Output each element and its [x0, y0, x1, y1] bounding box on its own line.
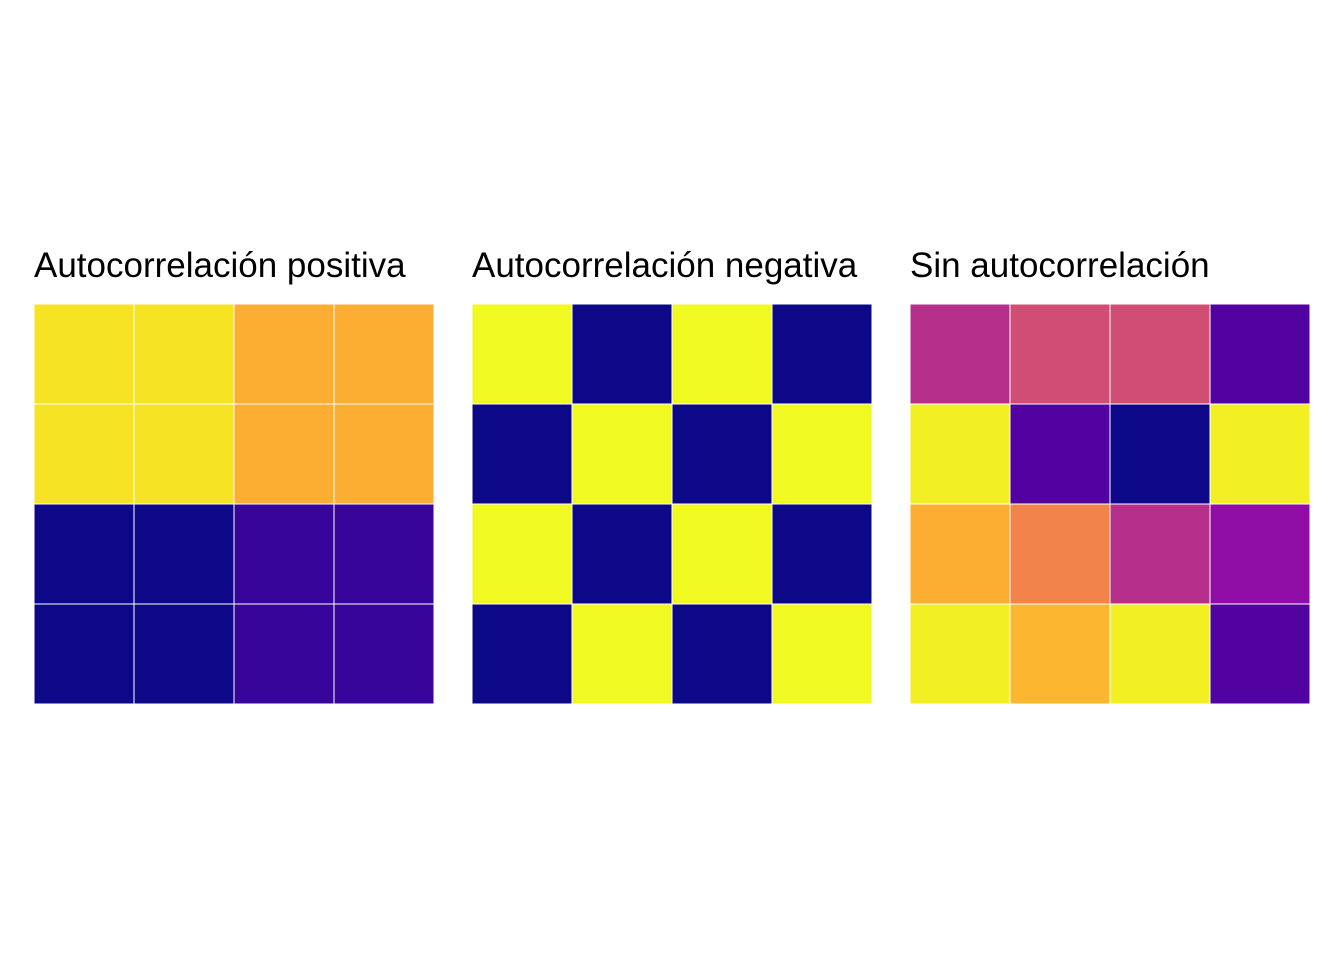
heatmap-cell [1009, 603, 1111, 704]
heatmap-cell [133, 503, 235, 605]
heatmap-panel-positive: Autocorrelación positiva [34, 240, 434, 710]
heatmap-cell [133, 304, 235, 405]
heatmap-cell [671, 603, 773, 704]
heatmap-cell [671, 503, 773, 605]
heatmap-cell [571, 403, 673, 505]
heatmap-grid [34, 304, 434, 704]
heatmap-cell [771, 603, 872, 704]
heatmap-cell [133, 603, 235, 704]
heatmap-cell [1209, 603, 1310, 704]
heatmap-cell [1109, 304, 1211, 405]
heatmap-cell [34, 403, 135, 505]
heatmap-cell [472, 403, 573, 505]
heatmap-cell [910, 403, 1011, 505]
chart-title: Autocorrelación negativa [472, 246, 858, 285]
heatmap-cell [910, 503, 1011, 605]
chart-title: Autocorrelación positiva [34, 246, 406, 285]
heatmap-cell [1209, 304, 1310, 405]
heatmap-cell [34, 304, 135, 405]
heatmap-cell [771, 403, 872, 505]
heatmap-panel-none: Sin autocorrelación [910, 240, 1310, 710]
heatmap-cell [233, 304, 335, 405]
heatmap-cell [671, 403, 773, 505]
heatmap-cell [333, 403, 434, 505]
heatmap-cell [233, 503, 335, 605]
heatmap-cell [333, 304, 434, 405]
chart-title: Sin autocorrelación [910, 246, 1210, 285]
heatmap-cell [472, 603, 573, 704]
heatmap-cell [34, 503, 135, 605]
heatmap-grid [910, 304, 1310, 704]
heatmap-cell [472, 304, 573, 405]
heatmap-cell [1009, 403, 1111, 505]
heatmap-cell [472, 503, 573, 605]
heatmap-cell [671, 304, 773, 405]
heatmap-cell [34, 603, 135, 704]
heatmap-cell [1109, 503, 1211, 605]
heatmap-cell [233, 403, 335, 505]
heatmap-cell [910, 603, 1011, 704]
heatmap-cell [1009, 304, 1111, 405]
heatmap-grid [472, 304, 872, 704]
heatmap-cell [333, 603, 434, 704]
heatmap-cell [1109, 603, 1211, 704]
heatmap-cell [133, 403, 235, 505]
heatmap-cell [571, 603, 673, 704]
heatmap-cell [333, 503, 434, 605]
heatmap-cell [910, 304, 1011, 405]
heatmap-cell [1009, 503, 1111, 605]
heatmap-cell [771, 304, 872, 405]
heatmap-cell [233, 603, 335, 704]
heatmap-cell [771, 503, 872, 605]
heatmap-cell [1209, 503, 1310, 605]
heatmap-panel-negative: Autocorrelación negativa [472, 240, 872, 710]
heatmap-cell [1109, 403, 1211, 505]
heatmap-cell [571, 304, 673, 405]
heatmap-cell [571, 503, 673, 605]
heatmap-cell [1209, 403, 1310, 505]
